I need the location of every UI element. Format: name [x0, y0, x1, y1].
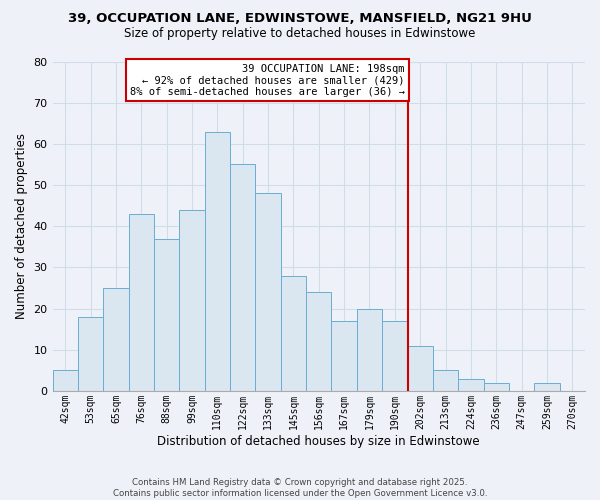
Bar	[205, 132, 230, 391]
Bar	[230, 164, 256, 391]
Bar	[281, 276, 306, 391]
Bar	[154, 238, 179, 391]
Bar	[78, 317, 103, 391]
Text: 39 OCCUPATION LANE: 198sqm
← 92% of detached houses are smaller (429)
8% of semi: 39 OCCUPATION LANE: 198sqm ← 92% of deta…	[130, 64, 405, 97]
Bar	[407, 346, 433, 391]
Bar	[306, 292, 331, 391]
X-axis label: Distribution of detached houses by size in Edwinstowe: Distribution of detached houses by size …	[157, 434, 480, 448]
Bar	[382, 321, 407, 391]
Text: 39, OCCUPATION LANE, EDWINSTOWE, MANSFIELD, NG21 9HU: 39, OCCUPATION LANE, EDWINSTOWE, MANSFIE…	[68, 12, 532, 26]
Bar	[433, 370, 458, 391]
Bar	[179, 210, 205, 391]
Bar	[331, 321, 357, 391]
Bar	[53, 370, 78, 391]
Bar	[357, 308, 382, 391]
Bar	[128, 214, 154, 391]
Y-axis label: Number of detached properties: Number of detached properties	[15, 133, 28, 319]
Bar	[256, 194, 281, 391]
Text: Size of property relative to detached houses in Edwinstowe: Size of property relative to detached ho…	[124, 28, 476, 40]
Bar	[534, 382, 560, 391]
Bar	[458, 378, 484, 391]
Bar	[484, 382, 509, 391]
Bar	[103, 288, 128, 391]
Text: Contains HM Land Registry data © Crown copyright and database right 2025.
Contai: Contains HM Land Registry data © Crown c…	[113, 478, 487, 498]
